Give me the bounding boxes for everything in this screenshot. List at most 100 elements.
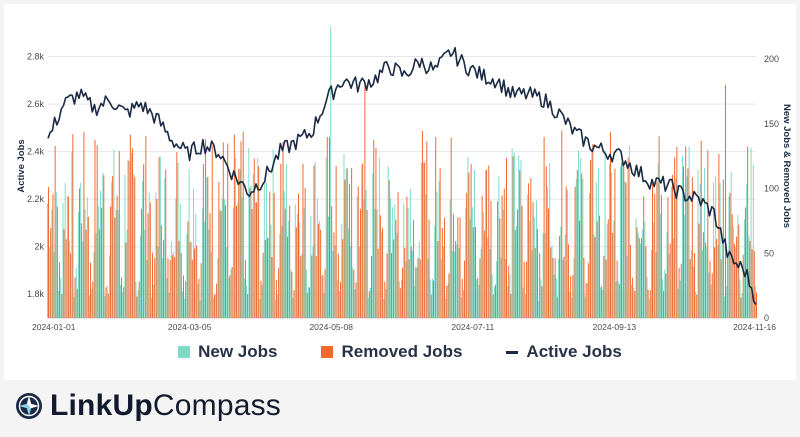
new-jobs-bar — [518, 155, 520, 318]
new-jobs-bar — [431, 278, 433, 318]
new-jobs-bar — [111, 181, 113, 318]
removed-jobs-bar — [603, 255, 605, 318]
removed-jobs-bar — [532, 201, 534, 318]
removed-jobs-bar — [654, 193, 656, 318]
new-jobs-bar — [668, 253, 670, 318]
removed-jobs-bar — [165, 169, 167, 318]
new-jobs-bar — [334, 245, 336, 318]
new-jobs-bar — [71, 151, 73, 318]
new-jobs-bar — [312, 246, 314, 318]
left-tick-label: 2.8k — [27, 52, 45, 62]
removed-jobs-bar — [521, 206, 523, 318]
new-jobs-bar — [418, 241, 420, 318]
removed-jobs-bar — [163, 239, 165, 318]
removed-jobs-bar — [176, 152, 178, 318]
new-jobs-bar — [693, 266, 695, 318]
new-jobs-bar — [341, 223, 343, 318]
removed-jobs-bar — [609, 132, 611, 318]
removed-jobs-bar — [638, 238, 640, 318]
legend-item-removed-jobs[interactable]: Removed Jobs — [321, 342, 462, 362]
new-jobs-bar — [553, 274, 555, 318]
removed-jobs-bar — [196, 245, 198, 318]
removed-jobs-bar — [368, 291, 370, 318]
new-jobs-bar — [580, 158, 582, 318]
new-jobs-bar — [595, 182, 597, 318]
removed-jobs-bar — [114, 217, 116, 318]
removed-jobs-bar — [300, 256, 302, 318]
removed-jobs-bar — [138, 281, 140, 318]
new-jobs-bar — [516, 225, 518, 318]
removed-jobs-bar — [751, 249, 753, 318]
new-jobs-bar — [447, 283, 449, 318]
removed-jobs-bar — [510, 293, 512, 318]
tick-labels: 1.8k 2k 2.2k 2.4k 2.6k 2.8k 0 50 100 150 200 2024-0… — [27, 52, 779, 332]
new-jobs-bar — [197, 284, 199, 318]
removed-jobs-bar — [607, 219, 609, 318]
chart-card: 1.8k 2k 2.2k 2.4k 2.6k 2.8k 0 50 100 150 200 2024-0… — [4, 4, 796, 380]
left-tick-label: 2.6k — [27, 99, 45, 109]
new-jobs-bar — [715, 175, 717, 318]
new-jobs-bar — [383, 299, 385, 318]
removed-jobs-bar — [740, 297, 742, 318]
new-jobs-bar — [179, 203, 181, 318]
removed-jobs-bar — [587, 263, 589, 318]
new-jobs-bar — [533, 216, 535, 318]
new-jobs-bar — [208, 229, 210, 318]
new-jobs-bar — [166, 277, 168, 318]
removed-jobs-bar — [225, 205, 226, 318]
new-jobs-bar — [719, 183, 721, 318]
left-tick-label: 2k — [34, 242, 44, 252]
legend-item-new-jobs[interactable]: New Jobs — [178, 342, 277, 362]
removed-jobs-bar — [446, 285, 448, 318]
new-jobs-bar — [513, 152, 515, 318]
new-jobs-bar — [544, 233, 546, 318]
brand-name-bold: LinkUp — [50, 389, 153, 422]
x-tick-label: 2024-11-16 — [733, 322, 776, 332]
new-jobs-bar — [622, 163, 624, 318]
new-jobs-bar — [560, 226, 562, 318]
removed-jobs-bar — [185, 281, 187, 318]
new-jobs-bar — [500, 257, 502, 318]
new-jobs-bar — [633, 287, 635, 318]
new-jobs-bar — [639, 243, 641, 318]
removed-jobs-bar — [260, 280, 262, 318]
new-jobs-bar — [122, 291, 124, 318]
new-jobs-bar — [290, 269, 292, 318]
removed-jobs-bar — [311, 255, 313, 318]
new-jobs-bar — [746, 184, 748, 318]
removed-jobs-bar — [180, 253, 182, 318]
new-jobs-bar — [206, 177, 208, 318]
new-jobs-bar — [423, 162, 425, 318]
removed-jobs-bar — [543, 136, 545, 318]
removed-jobs-bar — [52, 194, 54, 318]
removed-jobs-bar — [328, 137, 330, 318]
new-jobs-bar — [686, 176, 688, 318]
new-jobs-bar — [370, 287, 372, 318]
new-jobs-bar — [204, 221, 206, 318]
removed-jobs-bar — [627, 157, 629, 318]
removed-jobs-bar — [424, 162, 426, 318]
new-jobs-bar — [655, 251, 657, 318]
new-jobs-bar — [493, 287, 495, 318]
removed-jobs-bar — [48, 187, 49, 318]
new-jobs-bar — [670, 186, 672, 318]
new-jobs-bar — [184, 298, 186, 318]
new-jobs-bar — [504, 259, 506, 318]
removed-jobs-bar — [103, 175, 105, 318]
removed-jobs-bar — [678, 267, 680, 318]
new-jobs-bar — [434, 226, 436, 318]
compass-icon — [16, 393, 42, 419]
removed-jobs-bar — [50, 228, 52, 318]
legend-item-active-jobs[interactable]: Active Jobs — [506, 342, 622, 362]
removed-jobs-bar — [548, 208, 550, 318]
removed-jobs-bar — [291, 271, 293, 318]
removed-jobs-bar — [253, 158, 255, 318]
new-jobs-bar — [485, 170, 487, 318]
removed-jobs-bar — [134, 176, 136, 318]
new-jobs-bar — [381, 232, 383, 318]
removed-jobs-bar — [187, 221, 189, 318]
removed-jobs-bar — [647, 289, 649, 318]
new-jobs-bar — [730, 172, 732, 318]
new-jobs-bar — [628, 145, 630, 318]
removed-jobs-bar — [302, 163, 304, 318]
